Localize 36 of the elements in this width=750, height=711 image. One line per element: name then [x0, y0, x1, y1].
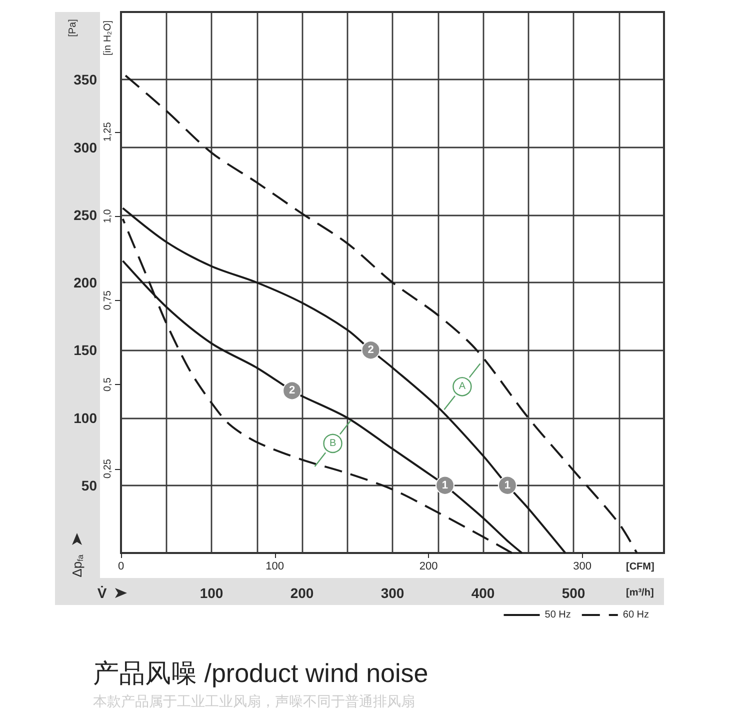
annotation: A	[458, 381, 466, 392]
x-tick-label: 300	[380, 585, 404, 601]
x2-tick-label: 200	[419, 560, 438, 572]
y-tick-label: 100	[74, 410, 98, 426]
x-axis-title: [m³/h]	[626, 588, 654, 598]
annotation: 1	[504, 479, 510, 492]
y-tick-label: 350	[74, 72, 98, 88]
legend-label: 50 Hz	[544, 610, 571, 620]
y2-tick-label: 0,25	[102, 458, 114, 479]
y2-tick-label: 0,5	[102, 377, 114, 392]
x-tick-label: 100	[200, 585, 224, 601]
x2-tick-label: 100	[266, 560, 284, 572]
x2-tick-label: 0	[118, 560, 124, 572]
annotation: 1	[442, 479, 448, 492]
x2-axis-title: [CFM]	[626, 562, 654, 572]
x-tick-label: 400	[471, 585, 495, 601]
text: Δpfa	[70, 554, 85, 578]
y-tick-label: 200	[74, 274, 98, 290]
annotation: B	[329, 438, 336, 449]
y2-axis-title: [in H₂O]	[102, 20, 114, 56]
legend-label: 60 Hz	[622, 610, 649, 620]
y2-tick-label: 1,0	[102, 208, 114, 224]
text: 产品风噪 /product wind noise	[93, 658, 428, 688]
y-tick-label: 50	[81, 477, 98, 494]
y-tick-label: 150	[74, 342, 98, 358]
y-tick-label: 250	[74, 206, 98, 223]
x2-tick-label: 300	[573, 560, 592, 572]
x-tick-label: 500	[562, 585, 586, 601]
y2-tick-label: 0,75	[102, 290, 114, 310]
x-tick-label: 200	[290, 585, 314, 601]
annotation: 2	[288, 384, 296, 397]
annotation: 2	[368, 344, 374, 356]
y-tick-label: 300	[74, 139, 98, 156]
y-axis-title: [Pa]	[68, 18, 78, 37]
y2-tick-label: 1,25	[102, 122, 114, 142]
text: V̇	[97, 585, 108, 601]
